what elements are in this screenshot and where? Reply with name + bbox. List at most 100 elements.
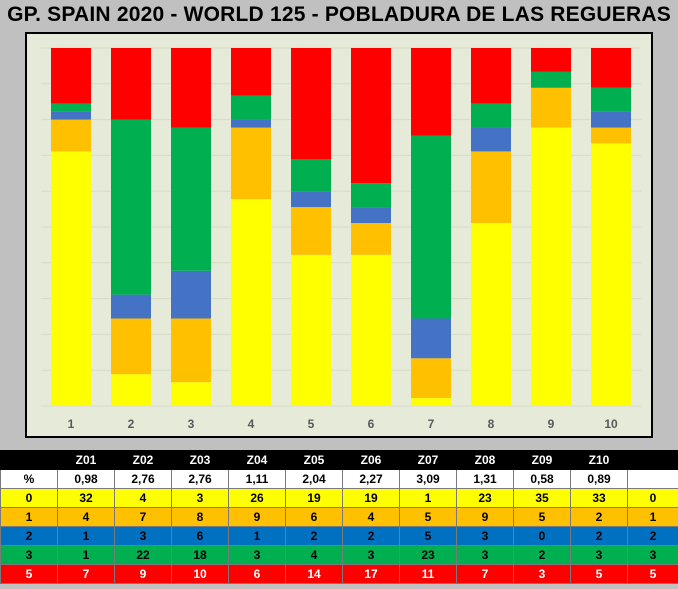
table-cell: 32 <box>57 488 115 508</box>
table-cell: 1,31 <box>456 469 514 489</box>
table-cell: 4 <box>285 545 343 565</box>
table-header-row: Z01 Z02 Z03 Z04 Z05 Z06 Z07 Z08 Z09 Z10 <box>0 450 678 470</box>
table-cell: 0,58 <box>513 469 571 489</box>
bar-segment-5-series-1 <box>291 207 331 255</box>
table-cell: 7 <box>57 564 115 584</box>
table-cell: 3 <box>0 545 58 565</box>
table-cell: 1 <box>0 507 58 527</box>
x-tick-label: 1 <box>68 417 75 431</box>
table-cell: 22 <box>114 545 172 565</box>
table-cell: 1 <box>57 526 115 546</box>
bar-segment-5-series-0 <box>291 254 331 406</box>
table-cell: 1 <box>57 545 115 565</box>
table-cell: 10 <box>171 564 229 584</box>
table-cell: 6 <box>228 564 286 584</box>
table-row: 3 1 22 18 3 4 3 23 3 2 3 3 <box>0 545 678 565</box>
table-cell: 3 <box>456 526 514 546</box>
table-cell: 18 <box>171 545 229 565</box>
table-cell: 3 <box>627 545 678 565</box>
table-cell: Z06 <box>342 450 400 470</box>
bar-segment-2-series-5 <box>111 48 151 120</box>
x-tick-label: 9 <box>548 417 555 431</box>
table-cell: Z07 <box>399 450 457 470</box>
data-table: Z01 Z02 Z03 Z04 Z05 Z06 Z07 Z08 Z09 Z10% 0,98 2,76 2… <box>0 450 678 584</box>
bar-segment-10-series-5 <box>591 48 631 88</box>
bar-segment-2-series-0 <box>111 374 151 406</box>
bar-segment-9-series-0 <box>531 127 571 407</box>
bar-segment-3-series-3 <box>171 127 211 271</box>
x-tick-label: 6 <box>368 417 375 431</box>
table-cell: 5 <box>570 564 628 584</box>
table-cell: 0,98 <box>57 469 115 489</box>
bar-segment-5-series-5 <box>291 48 331 160</box>
table-cell: 2 <box>0 526 58 546</box>
bar-segment-7-series-1 <box>411 358 451 399</box>
x-tick-label: 4 <box>248 417 255 431</box>
table-cell: 5 <box>399 507 457 527</box>
bar-segment-10-series-2 <box>591 111 631 128</box>
chart-title: GP. SPAIN 2020 - WORLD 125 - POBLADURA D… <box>7 3 671 26</box>
table-cell <box>627 450 678 470</box>
table-cell: 14 <box>285 564 343 584</box>
bar-segment-9-series-5 <box>531 48 571 72</box>
table-cell: 6 <box>171 526 229 546</box>
table-cell: 3 <box>171 488 229 508</box>
table-cell: 11 <box>399 564 457 584</box>
bar-segment-8-series-5 <box>471 48 511 104</box>
x-tick-label: 2 <box>128 417 135 431</box>
table-cell: Z04 <box>228 450 286 470</box>
table-cell: 5 <box>513 507 571 527</box>
x-tick-label: 3 <box>188 417 195 431</box>
bar-segment-6-series-1 <box>351 223 391 255</box>
table-cell: 26 <box>228 488 286 508</box>
table-cell: 9 <box>114 564 172 584</box>
table-cell: 3 <box>456 545 514 565</box>
table-cell <box>627 469 678 489</box>
table-cell: 8 <box>171 507 229 527</box>
bar-segment-1-series-0 <box>51 151 91 406</box>
x-tick-label: 8 <box>488 417 495 431</box>
bar-segment-7-series-5 <box>411 48 451 136</box>
table-row: 0 32 4 3 26 19 19 1 23 35 33 0 <box>0 488 678 508</box>
table-cell: 7 <box>114 507 172 527</box>
table-row: 5 7 9 10 6 14 17 11 7 3 5 5 <box>0 564 678 584</box>
table-cell: % <box>0 469 58 489</box>
table-cell: 1 <box>228 526 286 546</box>
bar-segment-1-series-1 <box>51 119 91 152</box>
table-cell: 1 <box>627 507 678 527</box>
table-cell: 2,27 <box>342 469 400 489</box>
stacked-bar-chart: 1 2 3 4 5 6 7 8 9 10 <box>41 47 641 431</box>
bar-segment-8-series-1 <box>471 151 511 224</box>
bar-segment-9-series-1 <box>531 87 571 128</box>
x-tick-label: 7 <box>428 417 435 431</box>
bar-segment-4-series-0 <box>231 199 271 406</box>
table-cell: 3 <box>570 545 628 565</box>
bar-segment-8-series-3 <box>471 103 511 128</box>
bar-segment-5-series-2 <box>291 191 331 208</box>
bar-segment-2-series-1 <box>111 318 151 375</box>
bar-segment-8-series-2 <box>471 127 511 152</box>
bar-segment-3-series-2 <box>171 270 211 319</box>
table-cell: 4 <box>57 507 115 527</box>
bar-segment-4-series-1 <box>231 127 271 200</box>
table-cell: 3 <box>342 545 400 565</box>
bar-segment-6-series-2 <box>351 207 391 224</box>
table-cell: 3,09 <box>399 469 457 489</box>
bar-segment-5-series-3 <box>291 159 331 192</box>
table-cell: 2,04 <box>285 469 343 489</box>
table-cell: 5 <box>627 564 678 584</box>
table-cell: 19 <box>285 488 343 508</box>
bar-segment-3-series-0 <box>171 382 211 406</box>
bar-segment-7-series-3 <box>411 135 451 319</box>
table-cell: 9 <box>456 507 514 527</box>
bar-segment-9-series-3 <box>531 71 571 88</box>
bar-segment-10-series-3 <box>591 87 631 112</box>
bar-segment-7-series-2 <box>411 318 451 359</box>
table-cell: 23 <box>399 545 457 565</box>
table-cell: 4 <box>114 488 172 508</box>
bar-segment-1-series-5 <box>51 48 91 104</box>
bar-segment-6-series-0 <box>351 254 391 406</box>
table-cell: 0,89 <box>570 469 628 489</box>
